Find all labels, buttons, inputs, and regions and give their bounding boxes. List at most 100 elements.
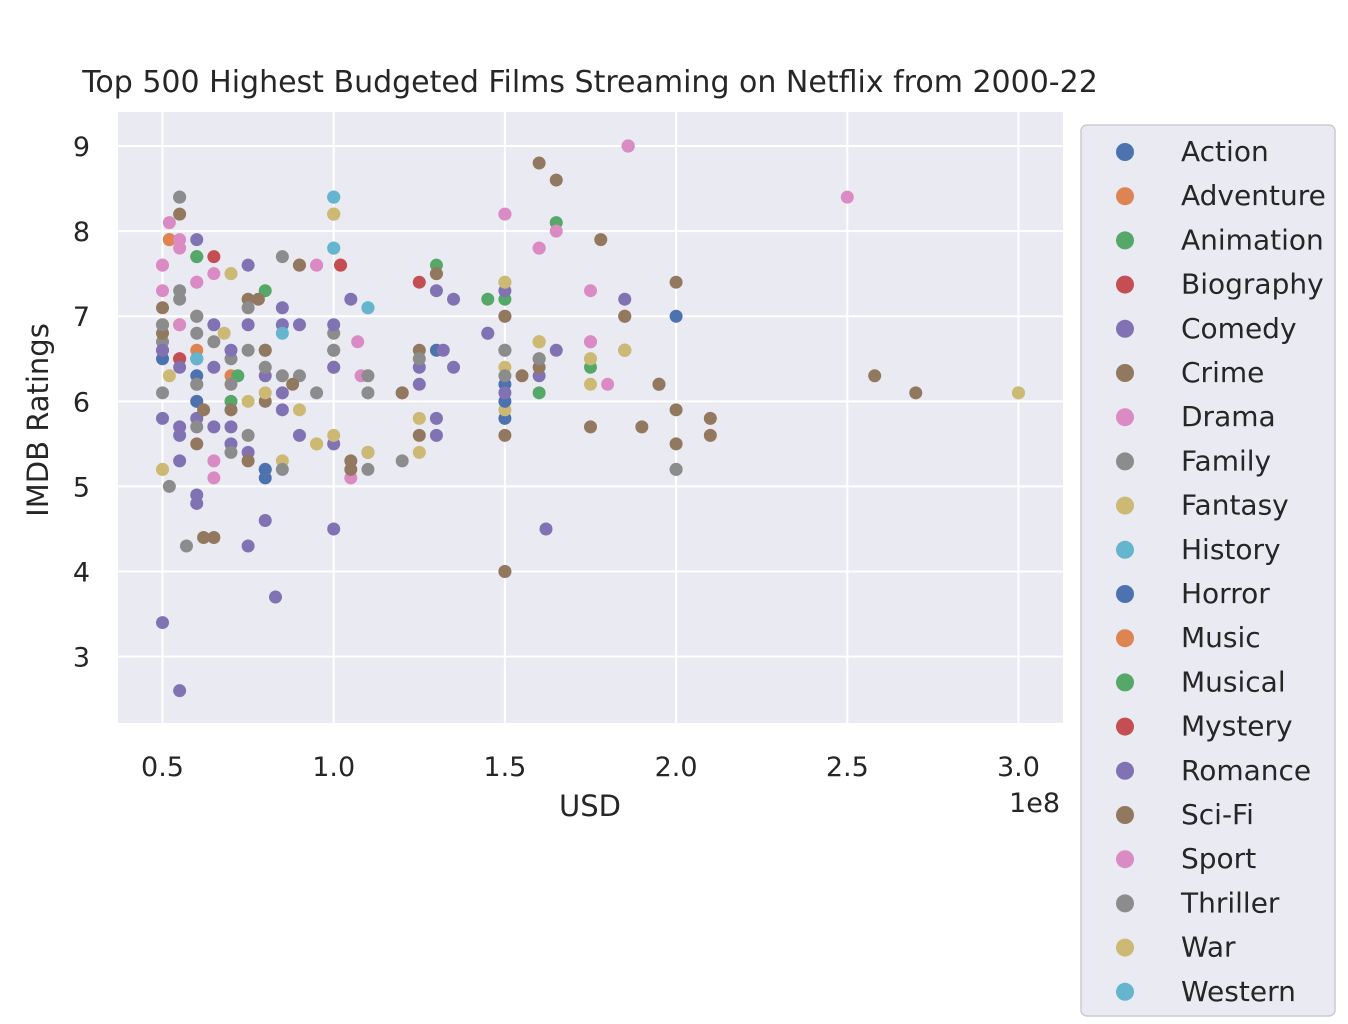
legend-label: Musical [1181,665,1286,698]
y-tick-label: 8 [73,217,90,248]
data-point-comedy [275,403,289,417]
legend-marker [1116,452,1134,471]
data-point-animation [532,386,546,400]
data-point-crime [594,233,608,247]
data-point-family [190,326,204,340]
data-point-fantasy [241,394,255,408]
data-point-thriller [156,318,170,332]
data-point-sci-fi [251,292,265,306]
data-point-drama [840,190,854,204]
data-point-comedy [173,684,187,698]
data-point-thriller [241,301,255,315]
data-point-crime [241,454,255,468]
data-point-family [162,479,176,493]
data-point-music [162,233,176,247]
data-point-romance [412,377,426,391]
legend-label: History [1181,533,1281,566]
legend-label: Animation [1181,223,1324,256]
y-tick-label: 7 [73,302,90,333]
legend-marker [1116,717,1134,736]
data-point-family [156,386,170,400]
legend-marker [1116,275,1134,294]
data-point-fantasy [217,326,231,340]
data-point-crime [156,301,170,315]
data-point-romance [224,343,238,357]
data-point-sci-fi [224,403,238,417]
legend-label: Drama [1181,400,1276,433]
data-point-romance [429,284,443,298]
data-point-sci-fi [498,565,512,579]
data-point-thriller [327,343,341,357]
legend-marker [1116,540,1134,559]
data-point-thriller [207,335,221,349]
x-tick-label: 1.5 [483,752,526,783]
x-tick-label: 3.0 [997,752,1040,783]
data-point-crime [669,275,683,289]
data-point-romance [292,318,306,332]
data-point-sci-fi [429,267,443,281]
data-point-sport [584,335,597,349]
legend-marker [1116,761,1134,780]
data-point-comedy [447,360,461,374]
data-point-sci-fi [286,377,300,391]
data-point-family [179,539,193,553]
data-point-fantasy [292,403,306,417]
legend-marker [1116,496,1134,515]
data-point-romance [436,343,450,357]
data-point-crime [207,530,221,544]
legend-marker [1116,938,1134,957]
legend-label: Comedy [1181,312,1297,345]
data-point-romance [241,318,255,332]
data-point-biography [207,250,221,264]
data-point-thriller [241,428,255,442]
legend-label: Family [1181,444,1271,477]
data-point-crime [532,156,546,170]
plot-background [118,112,1063,723]
data-point-fantasy [327,428,341,442]
y-tick-label: 6 [73,387,90,418]
legend-label: Mystery [1181,710,1293,743]
data-point-history [275,326,289,340]
data-point-crime [669,403,683,417]
data-point-mystery [334,258,348,272]
data-point-war [1011,386,1025,400]
data-point-thriller [224,377,238,391]
data-point-drama [601,377,615,391]
data-point-romance [207,318,221,332]
data-point-romance [156,343,170,357]
legend-marker [1116,187,1134,206]
data-point-comedy [207,420,221,434]
data-point-comedy [429,411,443,425]
data-point-comedy [292,428,306,442]
data-point-sci-fi [618,309,632,323]
data-point-western [327,241,341,255]
data-point-comedy [539,522,553,536]
data-point-thriller [258,360,272,374]
data-point-crime [703,411,717,425]
data-point-war [327,207,341,221]
data-point-drama [207,267,221,281]
data-point-sport [310,258,324,272]
data-point-crime [498,428,512,442]
legend-label: Sport [1181,842,1256,875]
data-point-comedy [344,292,358,306]
data-point-crime [868,369,882,383]
data-point-crime [584,420,597,434]
data-point-family [498,343,512,357]
data-point-comedy [429,428,443,442]
data-point-thriller [173,190,187,204]
data-point-comedy [241,258,255,272]
data-point-war [498,275,512,289]
data-point-sport [156,258,170,272]
data-point-romance [327,318,341,332]
data-point-western [190,352,204,366]
legend-label: Romance [1181,754,1311,787]
data-point-romance [327,360,341,374]
legend-marker [1116,231,1134,250]
legend-label: Horror [1181,577,1270,610]
data-point-family [361,462,375,476]
legend-label: Biography [1181,268,1324,301]
data-point-comedy [241,539,255,553]
data-point-family [224,445,238,459]
